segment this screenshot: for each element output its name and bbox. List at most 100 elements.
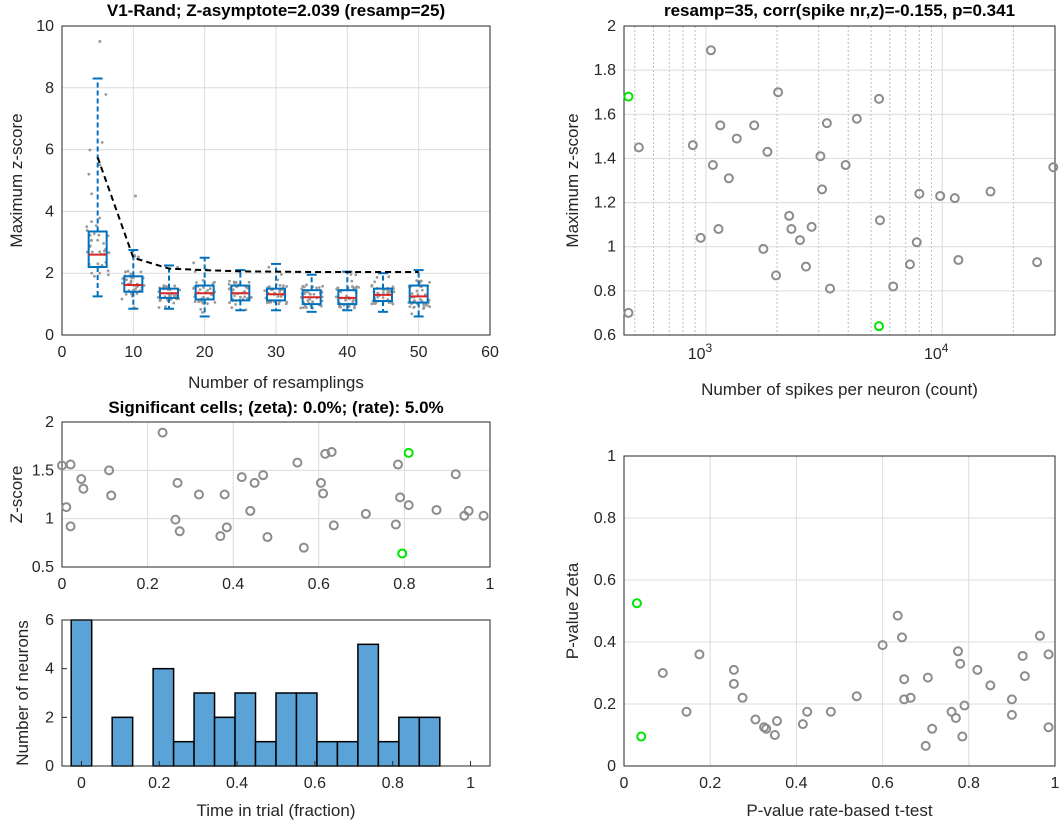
data-point [771,270,782,281]
data-point [911,237,922,248]
sample-point [276,278,280,282]
sample-point [420,288,424,292]
y-tick-label: 1.4 [594,150,616,167]
sample-point [386,291,390,295]
sample-point [192,286,196,289]
x-axis-label: Time in trial (fraction) [196,801,355,820]
x-tick-label: 0 [58,344,67,361]
sample-point [336,286,339,290]
sample-point [285,285,289,288]
data-point [825,283,836,294]
x-axis-label: Number of resamplings [188,373,364,392]
highlight-point [623,91,634,102]
sample-point [375,275,379,279]
data-point [219,489,230,500]
sample-point [208,287,212,291]
box-iqr [87,230,108,269]
sample-point [370,302,374,306]
data-point [403,500,414,511]
data-point [392,459,403,470]
sample-point [415,289,419,293]
data-point [65,459,76,470]
sample-point [121,281,124,285]
data-point [623,307,634,318]
sample-point [87,172,91,176]
data-point [920,740,931,751]
data-point [761,723,772,734]
data-point [681,706,692,717]
sample-point [90,250,94,254]
x-tick-label: 0.4 [226,775,248,792]
outlier-point [98,163,102,167]
box-40 [337,270,358,312]
histogram-bar [295,692,318,767]
y-tick-label: 1.5 [32,462,54,479]
sample-point [425,303,429,307]
data-point [731,133,742,144]
sample-point [172,301,176,305]
chart-title: Significant cells; (zeta): 0.0%; (rate):… [108,398,443,417]
spikes-panel: 103 104 0.6 0.8 1 1.2 1.4 1.6 1.8 2 resamp=35, cor… [563,1,1059,399]
data-point [360,508,371,519]
sample-point [349,273,353,276]
sample-point [102,249,106,253]
sample-point [135,285,139,289]
sample-point [234,303,238,306]
sample-point [416,293,420,296]
box-45 [373,272,393,313]
sample-point [96,262,100,266]
sample-point [206,289,210,292]
sample-point [200,300,204,304]
y-tick-label: 2 [45,414,54,431]
histogram-bar [213,716,236,767]
sample-point [308,292,312,296]
sample-point [227,282,231,286]
sample-point [306,299,310,302]
x-axis-label: P-value rate-based t-test [746,801,932,820]
histogram-bar [152,667,175,767]
sample-point [136,255,140,259]
sample-point [354,273,358,277]
x-axis-label: Number of spikes per neuron (count) [701,380,978,399]
sample-point [90,271,94,275]
sample-point [126,269,130,273]
box-10 [123,249,144,310]
histogram-bar [316,740,339,767]
data-point [292,457,303,468]
sample-point [195,281,198,284]
sample-point [370,284,374,288]
histogram-bar [70,619,93,767]
data-point [817,184,828,195]
data-point [758,243,769,254]
sample-point [391,285,395,289]
y-tick-label: 4 [45,203,54,220]
sample-point [321,284,325,288]
y-tick-label: 1.6 [594,106,616,123]
box-35 [301,273,322,313]
data-point [249,477,260,488]
y-tick-label: 1 [45,511,54,528]
data-point [786,224,797,235]
sample-point [168,294,171,298]
data-point [851,113,862,124]
x-tick-label: 1 [466,775,475,792]
y-tick-label: 4 [45,661,54,678]
data-point [802,706,813,717]
data-point [106,490,117,501]
x-tick-label: 1 [486,576,495,593]
data-point [899,694,910,705]
sample-point [381,291,385,294]
plot-area [623,25,1056,336]
x-tick-label: 0.8 [958,775,980,792]
data-point [450,469,461,480]
sample-point [408,305,412,309]
data-point [320,448,331,459]
y-tick-label: 1 [607,448,616,465]
histogram-bar [336,740,359,767]
data-point [705,45,716,56]
box-30 [266,262,286,312]
sample-point [228,301,231,305]
y-tick-label: 0.4 [594,634,616,651]
y-axis-label: Maximum z-score [7,113,26,247]
